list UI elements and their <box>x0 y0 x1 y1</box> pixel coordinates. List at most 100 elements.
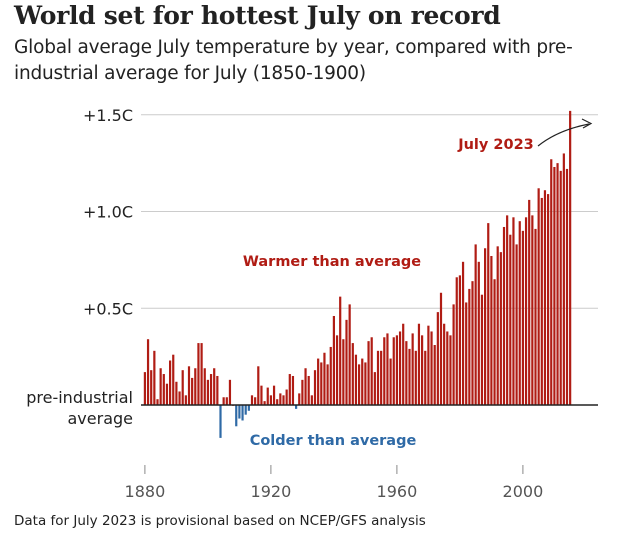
bar-1995 <box>506 215 509 405</box>
bar-1919 <box>266 387 269 405</box>
bar-1933 <box>310 395 313 405</box>
y-axis-tick-labels: pre-industrial average +0.5C +1.0C +1.5C <box>26 106 133 428</box>
bar-1903 <box>216 375 219 405</box>
bar-1963 <box>405 341 408 405</box>
bar-1905 <box>222 397 225 405</box>
bar-1992 <box>496 246 499 405</box>
bar-1970 <box>427 325 430 405</box>
bar-1881 <box>146 339 150 405</box>
bar-1945 <box>348 304 351 405</box>
bar-1990 <box>490 256 493 405</box>
bar-1998 <box>515 244 518 405</box>
bar-1974 <box>439 292 443 405</box>
bar-1937 <box>323 352 326 405</box>
bar-1949 <box>361 358 364 405</box>
x-axis-ticks: 1880 1920 1960 2000 <box>125 465 544 501</box>
bar-1887 <box>165 383 169 405</box>
bar-1946 <box>351 343 354 405</box>
bar-1979 <box>455 277 458 405</box>
bar-1921 <box>272 385 276 405</box>
bar-1972 <box>433 345 436 405</box>
bar-1915 <box>254 397 257 405</box>
bar-1961 <box>398 331 402 405</box>
x-tick-label: 2000 <box>503 482 544 501</box>
bars <box>143 110 572 438</box>
bar-1956 <box>383 337 386 405</box>
bar-1988 <box>484 248 487 405</box>
x-tick-label: 1920 <box>251 482 292 501</box>
bar-1985 <box>474 244 477 405</box>
bar-1882 <box>150 370 153 405</box>
bar-2003 <box>531 215 534 405</box>
bar-1994 <box>502 226 506 405</box>
temperature-bar-chart: pre-industrial average +0.5C +1.0C +1.5C 188… <box>26 106 598 501</box>
bar-1969 <box>424 350 427 405</box>
bar-1957 <box>386 333 389 405</box>
footnote: Data for July 2023 is provisional based … <box>14 513 426 529</box>
bar-1968 <box>421 335 424 405</box>
bar-1922 <box>276 399 279 405</box>
bar-1884 <box>156 399 159 405</box>
bar-1941 <box>335 335 339 405</box>
bar-1909 <box>235 405 238 427</box>
x-tick-label: 1960 <box>377 482 418 501</box>
bar-1928 <box>295 405 298 409</box>
bar-1971 <box>430 331 433 405</box>
bar-1953 <box>373 372 376 406</box>
warmer-annotation: Warmer than average <box>243 254 421 270</box>
highlight-arrow <box>537 123 590 147</box>
july-2023-annotation: July 2023 <box>457 137 534 153</box>
bar-1960 <box>395 335 398 405</box>
bar-1965 <box>411 333 414 405</box>
bar-1987 <box>480 294 484 405</box>
bar-2007 <box>543 190 547 405</box>
bar-1984 <box>471 281 474 405</box>
bar-1973 <box>436 312 439 405</box>
bar-1934 <box>313 370 317 405</box>
x-tick-label: 1880 <box>125 482 166 501</box>
bar-2006 <box>540 197 543 405</box>
bar-1932 <box>307 375 310 405</box>
bar-2004 <box>534 228 537 405</box>
bar-1981 <box>461 261 465 405</box>
bar-1889 <box>172 354 175 405</box>
bar-1959 <box>392 337 395 405</box>
colder-annotation: Colder than average <box>250 433 417 449</box>
bar-1999 <box>518 221 521 405</box>
bar-1893 <box>184 395 187 405</box>
bar-1948 <box>358 364 361 405</box>
bar-1978 <box>452 304 455 405</box>
bar-1983 <box>468 288 471 405</box>
bar-1989 <box>487 223 490 405</box>
bar-2011 <box>556 163 559 406</box>
bar-1913 <box>247 405 250 411</box>
bar-1975 <box>443 323 446 405</box>
bar-1898 <box>200 343 203 405</box>
chart-subtitle: Global average July temperature by year,… <box>14 37 573 84</box>
bar-2000 <box>521 230 524 405</box>
bar-1976 <box>446 331 449 405</box>
bar-1883 <box>153 350 156 405</box>
bar-2013 <box>562 153 565 405</box>
bar-1885 <box>159 368 162 406</box>
bar-1888 <box>169 360 172 406</box>
bar-1896 <box>194 368 197 406</box>
bar-1904 <box>219 405 222 438</box>
y-tick-label: +0.5C <box>83 299 133 318</box>
bar-1894 <box>187 366 191 405</box>
bar-1986 <box>477 261 480 405</box>
bar-2002 <box>528 199 531 405</box>
bar-2009 <box>550 159 553 405</box>
bar-1940 <box>332 315 335 405</box>
chart-title: World set for hottest July on record <box>14 1 501 30</box>
bar-1936 <box>320 362 323 405</box>
bar-1996 <box>509 234 512 405</box>
bar-2001 <box>524 217 528 405</box>
y-tick-label: +1.5C <box>83 106 133 125</box>
bar-1895 <box>191 377 194 405</box>
highlight-arrowhead <box>581 118 593 129</box>
bar-1944 <box>345 319 348 405</box>
bar-1900 <box>206 379 209 406</box>
y-tick-label: pre-industrial <box>26 388 133 407</box>
bar-1966 <box>414 350 417 405</box>
